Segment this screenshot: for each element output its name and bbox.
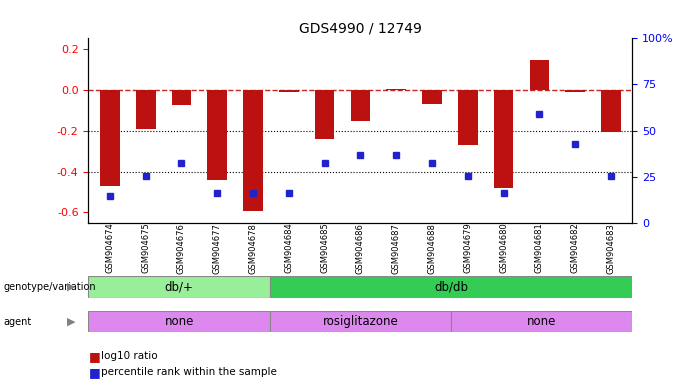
Bar (136, 89, 156, 129)
Text: none: none (165, 315, 194, 328)
Text: GSM904674: GSM904674 (105, 223, 114, 273)
Text: agent: agent (3, 316, 32, 327)
Text: GSM904676: GSM904676 (177, 223, 186, 273)
Bar (88, 311, 270, 332)
Bar (494, 89, 513, 188)
Bar (279, 89, 299, 92)
Text: GSM904686: GSM904686 (356, 223, 365, 273)
Bar (171, 89, 191, 105)
Text: GSM904685: GSM904685 (320, 223, 329, 273)
Text: rosiglitazone: rosiglitazone (322, 315, 398, 328)
Bar (530, 60, 549, 89)
Bar (351, 89, 370, 121)
Text: ■: ■ (88, 366, 100, 379)
Text: GSM904688: GSM904688 (428, 223, 437, 273)
Text: GSM904683: GSM904683 (607, 223, 615, 273)
Text: GSM904681: GSM904681 (535, 223, 544, 273)
Bar (451, 311, 632, 332)
Bar (243, 89, 263, 212)
Text: GSM904684: GSM904684 (284, 223, 293, 273)
Text: ▶: ▶ (67, 316, 75, 327)
Title: GDS4990 / 12749: GDS4990 / 12749 (299, 22, 422, 36)
Text: GSM904682: GSM904682 (571, 223, 579, 273)
Text: log10 ratio: log10 ratio (101, 351, 157, 361)
Bar (565, 89, 585, 92)
Bar (270, 276, 632, 298)
Text: db/+: db/+ (165, 281, 194, 293)
Text: GSM904675: GSM904675 (141, 223, 150, 273)
Bar (422, 89, 442, 104)
Text: percentile rank within the sample: percentile rank within the sample (101, 367, 277, 377)
Bar (315, 89, 335, 139)
Bar (601, 89, 621, 132)
Text: db/db: db/db (434, 281, 468, 293)
Bar (100, 89, 120, 186)
Bar (270, 311, 451, 332)
Bar (458, 89, 477, 145)
Text: GSM904687: GSM904687 (392, 223, 401, 273)
Text: GSM904679: GSM904679 (463, 223, 473, 273)
Bar (207, 89, 227, 180)
Text: GSM904678: GSM904678 (248, 223, 258, 273)
Text: genotype/variation: genotype/variation (3, 282, 96, 292)
Text: ■: ■ (88, 350, 100, 363)
Text: GSM904677: GSM904677 (213, 223, 222, 273)
Text: none: none (527, 315, 556, 328)
Text: ▶: ▶ (67, 282, 75, 292)
Bar (88, 276, 270, 298)
Text: GSM904680: GSM904680 (499, 223, 508, 273)
